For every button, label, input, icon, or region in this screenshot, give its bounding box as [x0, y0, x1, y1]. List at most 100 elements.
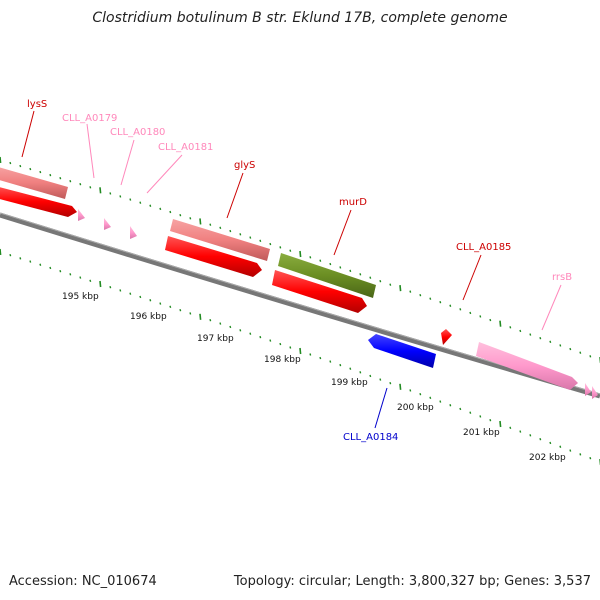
- ruler-tick: [329, 262, 332, 266]
- feature-CLL_A0181-trna[interactable]: [130, 226, 137, 239]
- ruler-tick: [549, 340, 552, 343]
- ruler-tick: [309, 353, 312, 356]
- ruler-tick: [129, 292, 132, 295]
- feature-murD-gene[interactable]: [278, 253, 376, 298]
- ruler-tick: [259, 335, 262, 339]
- ruler-tick: [209, 223, 212, 226]
- ruler-tick: [519, 329, 522, 333]
- ruler-tick: [459, 407, 462, 411]
- ruler-tick: [469, 311, 472, 315]
- ruler-tick: [139, 201, 142, 204]
- accession-text: Accession: NC_010674: [9, 574, 157, 589]
- leader-lines: [21, 110, 562, 429]
- ruler-tick: [409, 389, 412, 392]
- ruler-tick: [509, 426, 512, 429]
- ruler-tick: [369, 374, 372, 378]
- ruler-tick: [439, 400, 442, 403]
- ruler-tick: [319, 259, 322, 262]
- feature-CLL_A0179-trna[interactable]: [78, 209, 85, 221]
- ruler-tick: [359, 371, 362, 374]
- scale-label-201: 201 kbp: [463, 428, 500, 438]
- ruler-tick: [579, 351, 582, 354]
- ruler-tick: [569, 347, 572, 351]
- ruler-tick: [239, 233, 242, 236]
- feature-CLL_A0184-cds[interactable]: [368, 334, 436, 368]
- ruler-tick: [169, 210, 172, 214]
- feature-extra-trna-1[interactable]: [585, 383, 591, 396]
- feature-CLL_A0185-cds[interactable]: [441, 329, 452, 345]
- ruler-tick: [219, 322, 222, 325]
- ruler-tick: [79, 276, 82, 279]
- ruler-tick: [479, 315, 482, 318]
- ruler-tick: [139, 295, 142, 299]
- ruler-tick: [349, 367, 352, 370]
- label-lysS: lysS: [27, 99, 47, 110]
- feature-rrsB-rrna[interactable]: [476, 342, 578, 390]
- ruler-tick: [499, 320, 502, 327]
- ruler-tick: [129, 198, 132, 201]
- ruler-tick: [19, 164, 22, 168]
- label-CLL_A0185: CLL_A0185: [456, 242, 511, 253]
- ruler-tick: [309, 256, 312, 259]
- ruler-tick: [519, 430, 522, 433]
- ruler-tick: [479, 415, 482, 418]
- feature-lysS-gene[interactable]: [0, 166, 68, 199]
- ruler-tick: [379, 279, 382, 283]
- ruler-tick: [249, 332, 252, 335]
- ruler-tick: [69, 179, 72, 183]
- ruler-tick: [349, 269, 352, 273]
- feature-murD-cds[interactable]: [272, 270, 367, 313]
- ruler-tick: [319, 356, 322, 360]
- ruler-tick: [39, 170, 42, 174]
- ruler-tick: [199, 313, 202, 320]
- ruler-tick: [539, 437, 542, 441]
- scale-label-198: 198 kbp: [264, 355, 301, 365]
- ruler-tick: [49, 266, 52, 270]
- ruler-tick: [559, 344, 562, 347]
- ruler-tick: [389, 283, 392, 286]
- feature-glyS-gene[interactable]: [170, 219, 270, 261]
- ruler-tick: [539, 336, 542, 340]
- ruler-tick: [419, 392, 422, 396]
- ruler-tick: [339, 363, 342, 367]
- ruler-tick: [159, 207, 162, 211]
- ruler-tick: [149, 204, 152, 207]
- ruler-tick: [9, 253, 12, 257]
- ruler-tick: [229, 229, 232, 233]
- feature-glyS-cds[interactable]: [165, 236, 262, 277]
- scale-label-200: 200 kbp: [397, 403, 434, 413]
- ruler-tick: [109, 286, 112, 289]
- ruler-tick: [589, 456, 592, 460]
- ruler-tick: [209, 318, 212, 322]
- feature-lysS-cds[interactable]: [0, 186, 77, 217]
- scale-label-196: 196 kbp: [130, 312, 167, 322]
- scale-label-197: 197 kbp: [197, 334, 234, 344]
- ruler-tick: [459, 308, 462, 311]
- ruler-tick: [509, 326, 512, 329]
- ruler-tick: [399, 285, 402, 292]
- ruler-tick: [489, 419, 492, 422]
- ruler-tick: [159, 302, 162, 305]
- label-CLL_A0184: CLL_A0184: [343, 432, 398, 443]
- ruler-tick: [469, 411, 472, 414]
- ruler-tick: [529, 333, 532, 336]
- feature-CLL_A0180-trna[interactable]: [104, 218, 111, 230]
- ruler-tick: [79, 183, 82, 186]
- ruler-tick: [259, 239, 262, 242]
- ruler-tick: [369, 276, 372, 279]
- lower-ruler: [0, 248, 600, 466]
- ruler-tick: [99, 187, 102, 194]
- ruler-tick: [0, 248, 2, 256]
- ruler-tick: [59, 269, 62, 273]
- scale-label-199: 199 kbp: [331, 378, 368, 388]
- ruler-tick: [29, 260, 32, 263]
- ruler-tick: [89, 279, 92, 282]
- ruler-tick: [389, 381, 392, 385]
- ruler-tick: [299, 347, 302, 355]
- ruler-tick: [429, 396, 432, 400]
- label-rrsB: rrsB: [552, 272, 572, 283]
- ruler-tick: [69, 273, 72, 276]
- ruler-tick: [89, 186, 92, 189]
- feature-extra-trna-2[interactable]: [592, 386, 598, 399]
- ruler-tick: [269, 242, 272, 246]
